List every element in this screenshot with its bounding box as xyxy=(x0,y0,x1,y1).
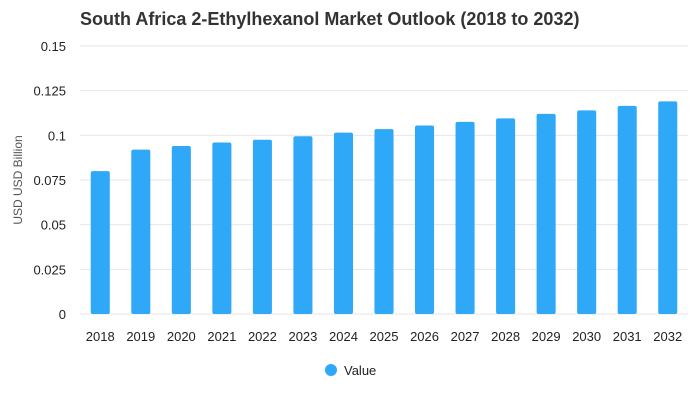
bar-2026[interactable] xyxy=(415,125,435,314)
chart-title: South Africa 2-Ethylhexanol Market Outlo… xyxy=(80,9,579,29)
y-tick-label: 0.025 xyxy=(33,262,66,277)
x-tick-label: 2028 xyxy=(491,329,520,344)
x-tick-label: 2018 xyxy=(86,329,115,344)
bar-2021[interactable] xyxy=(212,142,232,314)
x-tick-label: 2025 xyxy=(370,329,399,344)
bar-2029[interactable] xyxy=(536,113,556,314)
y-axis-label: USD USD Billion xyxy=(11,135,25,224)
x-tick-label: 2030 xyxy=(572,329,601,344)
y-tick-label: 0.1 xyxy=(48,128,66,143)
bar-2025[interactable] xyxy=(374,129,394,314)
x-tick-label: 2022 xyxy=(248,329,277,344)
bar-2019[interactable] xyxy=(131,149,151,314)
x-tick-label: 2019 xyxy=(126,329,155,344)
bar-2023[interactable] xyxy=(293,136,313,314)
y-tick-label: 0 xyxy=(59,307,66,322)
x-tick-label: 2029 xyxy=(532,329,561,344)
bar-2024[interactable] xyxy=(333,132,353,314)
x-tick-label: 2031 xyxy=(613,329,642,344)
x-tick-label: 2021 xyxy=(207,329,236,344)
legend-marker xyxy=(325,364,337,376)
y-tick-label: 0.075 xyxy=(33,173,66,188)
x-axis-ticks: 2018 2019 2020 2021 2022 2023 2024 2025 2026 2027… xyxy=(86,329,682,344)
bar-2027[interactable] xyxy=(455,121,475,314)
x-tick-label: 2026 xyxy=(410,329,439,344)
bar-2030[interactable] xyxy=(577,110,597,314)
bar-2018[interactable] xyxy=(90,171,110,314)
bar-2028[interactable] xyxy=(496,118,516,314)
x-tick-label: 2020 xyxy=(167,329,196,344)
bar-2032[interactable] xyxy=(658,101,678,315)
bar-2031[interactable] xyxy=(617,105,637,314)
y-tick-label: 0.15 xyxy=(41,39,66,54)
bar-2020[interactable] xyxy=(171,146,191,314)
x-tick-label: 2023 xyxy=(288,329,317,344)
legend-label: Value xyxy=(344,363,376,378)
x-tick-label: 2024 xyxy=(329,329,358,344)
bars xyxy=(90,101,678,315)
legend: Value xyxy=(325,363,376,378)
x-tick-label: 2032 xyxy=(653,329,682,344)
y-tick-label: 0.05 xyxy=(41,218,66,233)
x-tick-label: 2027 xyxy=(451,329,480,344)
y-axis-ticks: 0 0.025 0.05 0.075 0.1 0.125 0.15 xyxy=(33,39,66,322)
bar-2022[interactable] xyxy=(252,139,272,314)
y-tick-label: 0.125 xyxy=(33,84,66,99)
